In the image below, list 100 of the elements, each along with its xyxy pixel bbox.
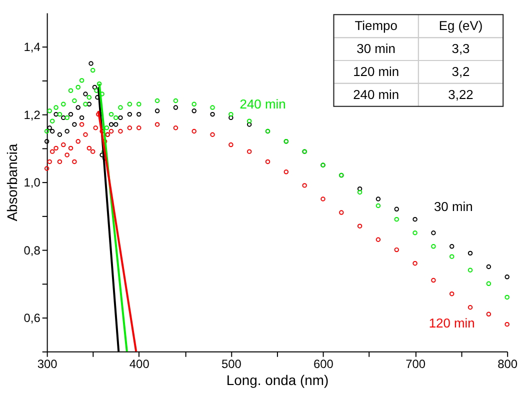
point bbox=[86, 146, 92, 151]
point bbox=[504, 294, 510, 300]
x-tick-label: 300 bbox=[37, 356, 58, 371]
point bbox=[154, 122, 160, 127]
point bbox=[486, 264, 492, 270]
point bbox=[88, 61, 94, 66]
annotation: 30 min bbox=[356, 41, 396, 56]
point bbox=[228, 115, 234, 120]
point bbox=[54, 105, 58, 110]
point bbox=[108, 122, 114, 127]
point bbox=[449, 254, 454, 259]
point bbox=[339, 210, 344, 215]
point bbox=[394, 216, 399, 222]
point bbox=[79, 122, 84, 127]
point bbox=[265, 159, 270, 164]
point bbox=[246, 118, 252, 124]
point bbox=[61, 102, 66, 107]
point bbox=[376, 203, 381, 208]
point bbox=[114, 122, 118, 127]
point bbox=[57, 159, 62, 164]
point bbox=[44, 128, 50, 134]
point bbox=[50, 149, 55, 154]
point bbox=[76, 84, 80, 90]
point bbox=[93, 126, 98, 130]
point bbox=[44, 166, 50, 171]
point bbox=[486, 312, 492, 317]
point bbox=[192, 108, 196, 114]
series-label: 30 min bbox=[434, 198, 473, 214]
point bbox=[394, 247, 399, 252]
point bbox=[431, 244, 436, 249]
annotation: 240 min bbox=[353, 86, 400, 102]
point bbox=[228, 112, 234, 117]
point bbox=[118, 115, 123, 120]
annotation: Tiempo bbox=[354, 18, 398, 34]
y-tick-label: 1,0 bbox=[24, 176, 41, 190]
point bbox=[108, 112, 114, 117]
point bbox=[61, 115, 66, 120]
point bbox=[86, 102, 92, 107]
point bbox=[64, 115, 70, 120]
x-tick-label: 400 bbox=[129, 356, 150, 371]
point bbox=[79, 78, 84, 83]
point bbox=[83, 102, 88, 107]
point bbox=[412, 216, 418, 222]
point bbox=[127, 112, 132, 117]
point bbox=[486, 281, 492, 286]
point bbox=[284, 170, 289, 174]
y-tick-label: 0,8 bbox=[24, 243, 41, 258]
point bbox=[449, 291, 454, 296]
point bbox=[136, 102, 142, 107]
annotation: 3,22 bbox=[448, 86, 474, 102]
point bbox=[468, 268, 473, 272]
point bbox=[431, 230, 436, 236]
point bbox=[173, 98, 178, 104]
point bbox=[127, 126, 132, 130]
point bbox=[192, 102, 196, 107]
point bbox=[431, 278, 436, 283]
series-label: 240 min bbox=[240, 96, 286, 112]
point bbox=[173, 126, 178, 130]
x-tick-label: 600 bbox=[314, 356, 334, 371]
point bbox=[108, 128, 114, 134]
point bbox=[210, 112, 215, 117]
point bbox=[57, 132, 62, 137]
point bbox=[44, 139, 50, 144]
point bbox=[50, 118, 55, 124]
point bbox=[54, 112, 58, 117]
point bbox=[127, 102, 132, 107]
point bbox=[504, 274, 510, 280]
x-axis-title: Long. onda (nm) bbox=[226, 372, 329, 388]
point bbox=[72, 122, 77, 127]
x-tick-label: 800 bbox=[498, 356, 518, 371]
point bbox=[376, 196, 381, 202]
point bbox=[76, 105, 80, 110]
point bbox=[68, 146, 74, 151]
annotation: 3,2 bbox=[452, 64, 470, 79]
point bbox=[192, 128, 196, 134]
y-tick-label: 1,4 bbox=[24, 40, 41, 54]
point bbox=[50, 128, 55, 134]
annotation: 120 min bbox=[353, 64, 400, 79]
point bbox=[86, 95, 92, 100]
x-tick-label: 700 bbox=[406, 356, 426, 371]
point bbox=[468, 250, 473, 256]
point bbox=[68, 112, 74, 117]
point bbox=[57, 112, 62, 117]
series-label: 120 min bbox=[428, 316, 475, 331]
point bbox=[72, 98, 77, 104]
point bbox=[118, 105, 123, 110]
point bbox=[412, 230, 418, 236]
point bbox=[83, 92, 88, 96]
point bbox=[246, 149, 252, 154]
annotation: 3,3 bbox=[452, 41, 470, 56]
point bbox=[114, 115, 118, 120]
point bbox=[118, 128, 123, 134]
point bbox=[376, 237, 381, 242]
point bbox=[357, 190, 362, 195]
point bbox=[136, 112, 142, 117]
point bbox=[47, 126, 52, 130]
point bbox=[64, 152, 70, 158]
point bbox=[302, 183, 307, 188]
point bbox=[394, 206, 399, 212]
y-tick-label: 1,2 bbox=[24, 108, 41, 122]
